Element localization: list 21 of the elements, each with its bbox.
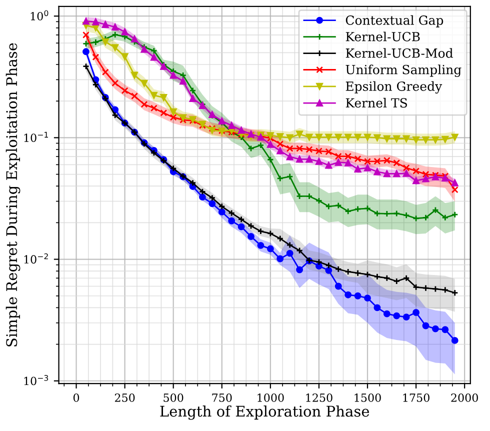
legend-label: Contextual Gap <box>346 15 444 28</box>
y-tick-label: 10$^{−3}$ <box>24 374 48 386</box>
x-tick-label: 0 <box>73 394 80 402</box>
legend-label: Kernel-UCB-Mod <box>346 48 453 58</box>
x-tick-label: 250 <box>114 394 135 402</box>
x-tick-label: 750 <box>212 394 232 402</box>
x-tick-label: 2000 <box>451 394 478 402</box>
y-tick-label: 10$^{−1}$ <box>24 132 48 142</box>
legend-label: Kernel TS <box>346 98 407 108</box>
x-tick-label: 1000 <box>258 394 284 402</box>
x-tick-label: 1250 <box>306 394 332 402</box>
x-tick-label: 500 <box>164 394 184 402</box>
y-tick-label: 10$^{0}$ <box>30 10 48 20</box>
y-axis-title: Simple Regret During Exploitation Phase <box>6 43 20 346</box>
x-tick-label: 1750 <box>403 394 430 402</box>
x-axis-title: Length of Exploration Phase <box>160 405 370 420</box>
y-tick-label: 10$^{−2}$ <box>24 253 48 264</box>
legend-label: Kernel-UCB <box>346 32 420 42</box>
x-tick-label: 1500 <box>354 394 381 402</box>
legend-label: Uniform Sampling <box>346 64 462 77</box>
legend-label: Epsilon Greedy <box>346 81 442 94</box>
